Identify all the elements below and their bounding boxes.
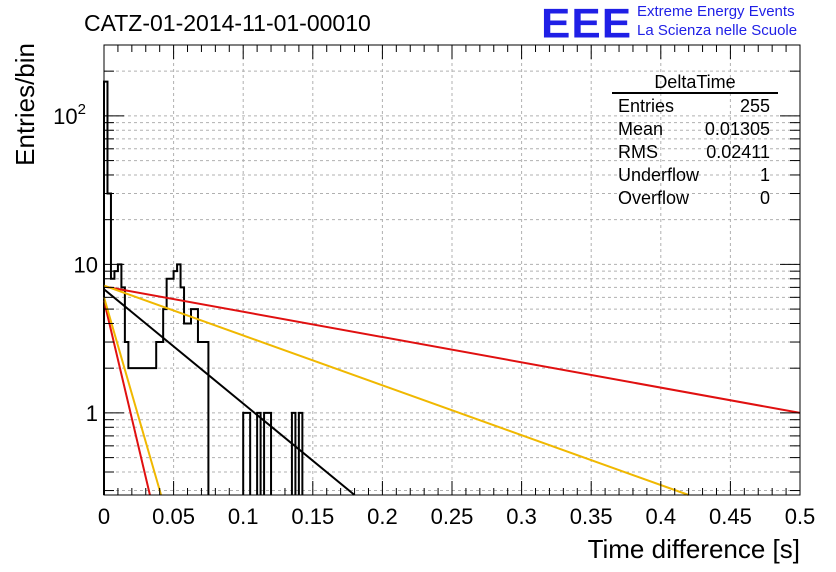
x-tick-label: 0.5 bbox=[785, 504, 816, 529]
logo-caption: Extreme Energy Events La Scienza nelle S… bbox=[637, 2, 797, 40]
x-tick-label: 0.45 bbox=[709, 504, 752, 529]
x-tick-label: 0.1 bbox=[228, 504, 259, 529]
stats-label: Entries bbox=[618, 96, 675, 116]
stats-value: 1 bbox=[759, 165, 770, 185]
fit-line bbox=[103, 285, 801, 414]
x-tick-label: 0.4 bbox=[646, 504, 677, 529]
x-axis-title: Time difference [s] bbox=[588, 534, 800, 564]
stats-label: Underflow bbox=[618, 165, 700, 185]
x-tick-label: 0.3 bbox=[506, 504, 537, 529]
y-tick-exponent: 2 bbox=[78, 101, 86, 118]
x-tick-label: 0.15 bbox=[291, 504, 334, 529]
y-axis-title: Entries/bin bbox=[10, 43, 40, 166]
fit-line bbox=[103, 288, 356, 496]
fit-line bbox=[103, 300, 151, 496]
stats-row-entries: Entries 255 bbox=[612, 95, 778, 118]
y-tick-label: 10 bbox=[74, 252, 98, 277]
stats-row-rms: RMS 0.02411 bbox=[612, 141, 778, 164]
fit-line bbox=[103, 284, 689, 496]
stats-row-overflow: Overflow 0 bbox=[612, 187, 778, 210]
stats-label: Overflow bbox=[618, 188, 690, 208]
x-tick-label: 0.25 bbox=[431, 504, 474, 529]
stats-row-underflow: Underflow 1 bbox=[612, 164, 778, 187]
stats-title: DeltaTime bbox=[612, 72, 778, 94]
logo-caption-line1: Extreme Energy Events bbox=[637, 3, 795, 20]
stats-row-mean: Mean 0.01305 bbox=[612, 118, 778, 141]
x-tick-label: 0.35 bbox=[570, 504, 613, 529]
x-tick-label: 0.05 bbox=[152, 504, 195, 529]
stats-value: 255 bbox=[739, 96, 770, 116]
stats-value: 0.02411 bbox=[706, 142, 770, 162]
stats-label: Mean bbox=[618, 119, 664, 139]
x-tick-label: 0.2 bbox=[367, 504, 398, 529]
stats-label: RMS bbox=[618, 142, 658, 162]
logo-caption-line2: La Scienza nelle Scuole bbox=[637, 22, 798, 39]
run-title: CATZ-01-2014-11-01-00010 bbox=[84, 10, 371, 36]
y-tick-label: 102 bbox=[53, 101, 86, 129]
y-tick-label: 1 bbox=[86, 401, 98, 426]
stats-value: 0 bbox=[759, 188, 770, 208]
stats-box: DeltaTime Entries 255 Mean 0.01305 RMS 0… bbox=[612, 72, 778, 210]
fit-line bbox=[103, 297, 163, 496]
histogram-outline bbox=[103, 80, 304, 495]
stats-value: 0.01305 bbox=[704, 119, 770, 139]
eee-logo: EEE bbox=[541, 0, 633, 47]
x-tick-label: 0 bbox=[98, 504, 110, 529]
